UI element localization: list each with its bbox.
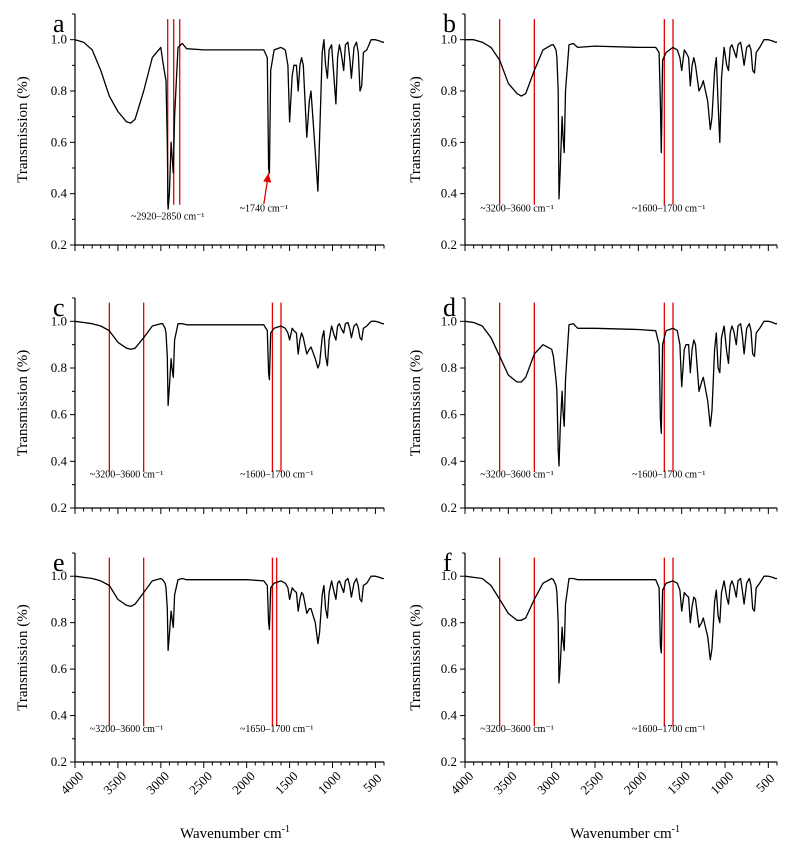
- panel-letter-c: c: [53, 293, 65, 322]
- y-tick-label: 1.0: [51, 32, 67, 47]
- x-tick-label: 4000: [57, 768, 86, 797]
- x-tick-label: 1000: [707, 768, 736, 797]
- panel-d: d Transmission (%) 0.2 0.4 0.6 0.8 1.0 ~3200–36…: [408, 293, 778, 515]
- annotation: ~1600–1700 cm⁻¹: [632, 724, 705, 735]
- x-tick-label: 1500: [272, 768, 301, 797]
- y-tick-label: 0.6: [441, 407, 458, 422]
- y-tick-label: 0.6: [51, 134, 68, 149]
- panel-letter-d: d: [443, 293, 456, 322]
- panel-letter-a: a: [53, 9, 65, 38]
- y-tick-label: 0.6: [441, 134, 458, 149]
- x-tick-label: 1500: [664, 768, 693, 797]
- annotation: ~2920–2850 cm⁻¹: [131, 211, 204, 222]
- annotation: ~1600–1700 cm⁻¹: [632, 204, 705, 215]
- spectrum-line: [74, 575, 384, 652]
- y-tick-label: 1.0: [51, 568, 67, 583]
- panel-letter-f: f: [443, 548, 452, 577]
- y-tick-label: 0.8: [441, 83, 457, 98]
- y-tick-label: 0.8: [51, 615, 67, 630]
- annotation: ~3200–3600 cm⁻¹: [480, 204, 553, 215]
- panel-f: f Transmission (%) 0.2 0.4 0.6 0.8 1.0 4000 3500…: [408, 548, 778, 797]
- panel-b: b Transmission (%) 0.2 0.4 0.6 0.8 1.0 ~3200–36…: [408, 9, 778, 252]
- x-tick-label: 2500: [577, 768, 606, 797]
- y-tick-label: 0.6: [51, 661, 68, 676]
- y-tick-label: 1.0: [441, 313, 457, 328]
- panel-letter-e: e: [53, 548, 65, 577]
- annotation: ~1740 cm⁻¹: [240, 204, 288, 215]
- x-tick-label: 4000: [447, 768, 476, 797]
- x-axis-label-right: Wavenumber cm-1: [570, 824, 680, 842]
- y-tick-label: 0.8: [441, 615, 457, 630]
- annotation: ~3200–3600 cm⁻¹: [480, 724, 553, 735]
- x-axis-label-left: Wavenumber cm-1: [180, 824, 290, 842]
- y-tick-label: 0.8: [51, 360, 67, 375]
- y-tick-label: 0.4: [51, 453, 68, 468]
- y-tick-label: 0.2: [441, 237, 457, 252]
- y-tick-label: 0.8: [51, 83, 67, 98]
- x-tick-label: 2000: [621, 768, 650, 797]
- x-tick-label: 500: [360, 771, 384, 795]
- y-tick-label: 0.6: [441, 661, 458, 676]
- x-tick-label: 3500: [100, 768, 129, 797]
- y-axis-label: Transmission (%): [15, 604, 31, 711]
- panel-c: c Transmission (%) 0.2 0.4 0.6 0.8 1.0 ~3200–36…: [15, 293, 385, 515]
- spectrum-line: [74, 320, 384, 406]
- x-tick-label: 1000: [315, 768, 344, 797]
- annotation: ~1650–1700 cm⁻¹: [240, 724, 313, 735]
- y-tick-label: 0.2: [441, 500, 457, 515]
- x-tick-label: 2000: [229, 768, 258, 797]
- annotation: ~1600–1700 cm⁻¹: [240, 470, 313, 481]
- spectrum-line: [464, 575, 777, 684]
- y-tick-label: 0.2: [51, 500, 67, 515]
- y-tick-label: 0.4: [441, 186, 458, 201]
- x-tick-label: 3500: [491, 768, 520, 797]
- y-tick-label: 0.2: [441, 754, 457, 769]
- panel-e: e Transmission (%) 0.2 0.4 0.6 0.8 1.0 4000 3500…: [15, 548, 385, 797]
- y-tick-label: 1.0: [441, 32, 457, 47]
- arrow-head: [263, 173, 272, 183]
- y-axis-label: Transmission (%): [15, 350, 31, 457]
- x-tick-label: 500: [753, 771, 777, 795]
- annotation: ~1600–1700 cm⁻¹: [632, 470, 705, 481]
- y-axis-label: Transmission (%): [408, 76, 424, 183]
- y-tick-label: 0.8: [441, 360, 457, 375]
- y-tick-label: 0.2: [51, 754, 67, 769]
- annotation: ~3200–3600 cm⁻¹: [90, 724, 163, 735]
- panels-layer: a Transmission (%) 0.2 0.4 0.6 0.8 1.0 ~2920–28…: [15, 9, 778, 797]
- annotation: ~3200–3600 cm⁻¹: [90, 470, 163, 481]
- y-tick-label: 0.4: [51, 708, 68, 723]
- x-tick-label: 3000: [143, 768, 172, 797]
- panel-letter-b: b: [443, 9, 456, 38]
- y-tick-label: 0.6: [51, 407, 68, 422]
- annotation: ~3200–3600 cm⁻¹: [480, 470, 553, 481]
- y-tick-label: 1.0: [51, 313, 67, 328]
- y-tick-label: 1.0: [441, 568, 457, 583]
- y-tick-label: 0.4: [51, 186, 68, 201]
- y-axis-label: Transmission (%): [15, 76, 31, 183]
- panel-a: a Transmission (%) 0.2 0.4 0.6 0.8 1.0 ~2920–28…: [15, 9, 385, 252]
- spectrum-line: [464, 320, 777, 467]
- y-axis-label: Transmission (%): [408, 604, 424, 711]
- y-tick-label: 0.4: [441, 708, 458, 723]
- y-tick-label: 0.2: [51, 237, 67, 252]
- spectrum-line: [465, 39, 777, 200]
- spectrum-line: [74, 39, 384, 210]
- y-tick-label: 0.4: [441, 453, 458, 468]
- x-tick-label: 3000: [534, 768, 563, 797]
- y-axis-label: Transmission (%): [408, 350, 424, 457]
- x-tick-label: 2500: [186, 768, 215, 797]
